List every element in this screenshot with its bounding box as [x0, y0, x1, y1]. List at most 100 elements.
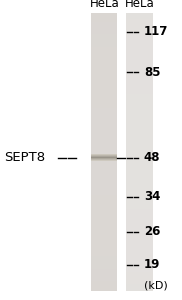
Bar	[91, 244, 117, 245]
Bar	[126, 194, 153, 195]
Bar	[91, 98, 117, 100]
Bar	[91, 19, 117, 20]
Bar	[91, 167, 117, 169]
Bar	[91, 69, 117, 70]
Bar	[91, 191, 117, 193]
Bar	[126, 14, 153, 15]
Bar	[126, 238, 153, 240]
Bar	[126, 122, 153, 123]
Bar	[126, 263, 153, 265]
Bar	[126, 173, 153, 174]
Bar	[126, 142, 153, 144]
Bar	[91, 218, 117, 219]
Bar	[126, 241, 153, 242]
Bar	[126, 227, 153, 229]
Text: (kD): (kD)	[144, 280, 167, 291]
Bar	[91, 140, 117, 141]
Bar	[91, 40, 117, 41]
Text: 34: 34	[144, 190, 160, 203]
Bar	[91, 178, 117, 180]
Bar	[126, 184, 153, 185]
Bar	[126, 231, 153, 233]
Bar	[126, 34, 153, 36]
Bar	[126, 270, 153, 272]
Bar	[126, 215, 153, 216]
Bar	[126, 223, 153, 224]
Bar	[126, 94, 153, 95]
Bar	[91, 288, 117, 290]
Bar	[91, 197, 117, 198]
Bar	[126, 116, 153, 118]
Bar	[91, 260, 117, 262]
Bar	[91, 249, 117, 251]
Bar	[126, 40, 153, 41]
Bar	[91, 284, 117, 286]
Bar	[91, 166, 117, 167]
Bar	[91, 84, 117, 86]
Bar	[126, 56, 153, 58]
Bar	[91, 79, 117, 80]
Bar	[126, 169, 153, 170]
Bar	[126, 77, 153, 79]
Bar	[91, 245, 117, 247]
Bar	[91, 182, 117, 183]
Bar	[91, 137, 117, 138]
Bar	[91, 54, 117, 55]
Bar	[126, 15, 153, 16]
Bar	[91, 290, 117, 291]
Bar	[126, 288, 153, 290]
Bar	[91, 32, 117, 33]
Bar	[91, 126, 117, 127]
Bar	[126, 233, 153, 234]
Bar	[91, 86, 117, 87]
Bar	[126, 191, 153, 193]
Text: 117: 117	[144, 25, 168, 38]
Bar	[126, 193, 153, 194]
Bar	[126, 180, 153, 182]
Bar	[126, 252, 153, 254]
Bar	[91, 158, 117, 159]
Bar	[126, 242, 153, 244]
Bar	[126, 229, 153, 230]
Bar	[91, 180, 117, 182]
Bar	[91, 34, 117, 36]
Bar	[91, 30, 117, 31]
Bar	[126, 32, 153, 33]
Bar	[91, 162, 117, 163]
Bar	[126, 72, 153, 73]
Bar	[91, 230, 117, 231]
Bar	[91, 147, 117, 148]
Bar	[91, 190, 117, 191]
Bar	[126, 182, 153, 183]
Bar	[126, 178, 153, 180]
Bar	[91, 50, 117, 51]
Bar	[91, 274, 117, 276]
Bar	[126, 205, 153, 206]
Bar	[91, 195, 117, 197]
Bar	[91, 111, 117, 112]
Bar	[91, 25, 117, 26]
Bar	[91, 165, 117, 166]
Bar	[126, 86, 153, 87]
Bar	[126, 48, 153, 50]
Bar	[126, 123, 153, 124]
Bar	[91, 265, 117, 266]
Bar	[126, 100, 153, 101]
Bar	[126, 187, 153, 188]
Bar	[91, 124, 117, 126]
Bar	[91, 70, 117, 72]
Bar	[91, 154, 117, 155]
Bar	[126, 209, 153, 211]
Bar	[126, 58, 153, 59]
Bar	[126, 144, 153, 145]
Bar	[126, 79, 153, 80]
Bar	[126, 115, 153, 116]
Bar	[91, 208, 117, 209]
Bar	[126, 27, 153, 29]
Bar	[91, 68, 117, 69]
Bar	[126, 141, 153, 142]
Bar	[91, 88, 117, 90]
Bar	[91, 204, 117, 205]
Bar	[91, 29, 117, 30]
Bar	[126, 61, 153, 62]
